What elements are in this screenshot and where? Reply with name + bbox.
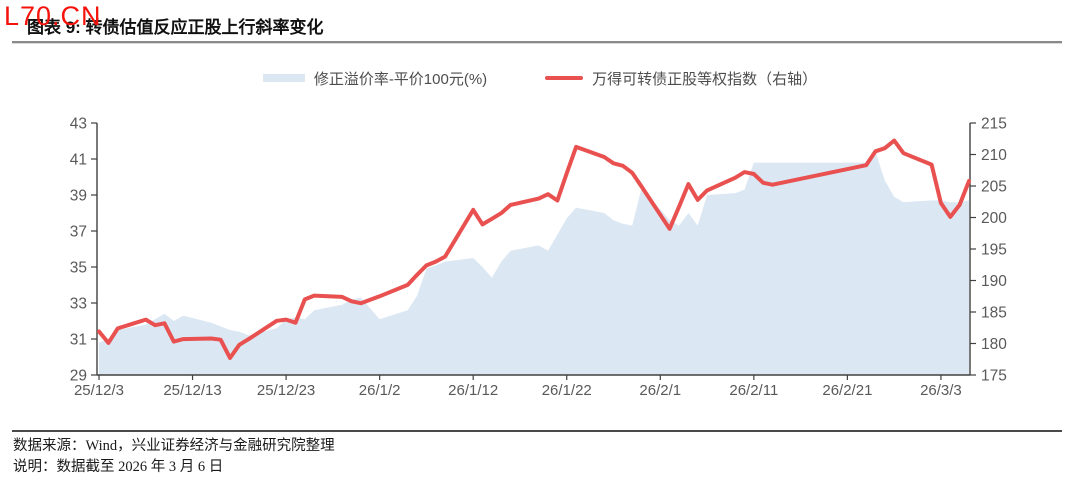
legend-item-index: 万得可转债正股等权指数（右轴）	[545, 68, 817, 89]
x-tick-label: 25/12/23	[257, 382, 315, 399]
y-right-tick-label: 205	[981, 179, 1007, 196]
y-left-tick-label: 33	[70, 296, 87, 313]
y-left-tick-label: 31	[70, 332, 87, 349]
watermark: L70.CN	[4, 1, 102, 31]
x-tick-label: 26/2/11	[729, 382, 778, 399]
legend-label-index: 万得可转债正股等权指数（右轴）	[592, 70, 818, 88]
chart-title: 图表 9: 转债估值反应正股上行斜率变化	[27, 18, 324, 37]
x-tick-label: 26/1/12	[448, 382, 498, 399]
y-right-tick-label: 195	[981, 242, 1007, 259]
footer-divider	[12, 430, 1062, 432]
y-right-tick-label: 215	[981, 116, 1007, 133]
x-tick-label: 25/12/3	[74, 382, 124, 399]
chart-legend: 修正溢价率-平价100元(%) 万得可转债正股等权指数（右轴）	[40, 66, 1040, 90]
y-left-tick-label: 35	[70, 260, 87, 277]
x-tick-label: 26/1/2	[359, 382, 401, 399]
y-left-tick-label: 37	[70, 224, 87, 241]
y-right-tick-label: 180	[981, 336, 1007, 353]
y-right-tick-label: 190	[981, 273, 1007, 290]
chart-footer: 数据来源：Wind，兴业证券经济与金融研究院整理 说明：数据截至 2026 年 …	[13, 436, 335, 478]
legend-item-premium: 修正溢价率-平价100元(%)	[262, 68, 488, 89]
note-text: 说明：数据截至 2026 年 3 月 6 日	[13, 459, 224, 475]
y-right-tick-label: 185	[981, 305, 1007, 322]
line-swatch-icon	[545, 76, 584, 80]
x-tick-label: 25/12/13	[163, 382, 221, 399]
series-line-index	[97, 138, 971, 360]
x-tick-label: 26/1/22	[542, 382, 592, 399]
title-divider	[12, 41, 1062, 44]
y-left-tick-label: 39	[70, 188, 87, 205]
y-left-tick-label: 29	[70, 368, 87, 385]
y-left-tick-label: 43	[70, 116, 87, 133]
area-swatch-icon	[262, 74, 305, 82]
legend-label-premium: 修正溢价率-平价100元(%)	[313, 70, 488, 88]
y-right-tick-label: 175	[981, 368, 1007, 385]
y-right-tick-label: 200	[981, 210, 1007, 227]
x-tick-label: 26/2/21	[822, 382, 872, 399]
x-tick-label: 26/2/1	[639, 382, 681, 399]
y-right-tick-label: 210	[981, 147, 1007, 164]
series-area-premium	[99, 151, 969, 375]
source-text: 数据来源：Wind，兴业证券经济与金融研究院整理	[13, 438, 335, 454]
y-left-tick-label: 41	[70, 152, 87, 169]
x-tick-label: 26/3/3	[920, 382, 962, 399]
